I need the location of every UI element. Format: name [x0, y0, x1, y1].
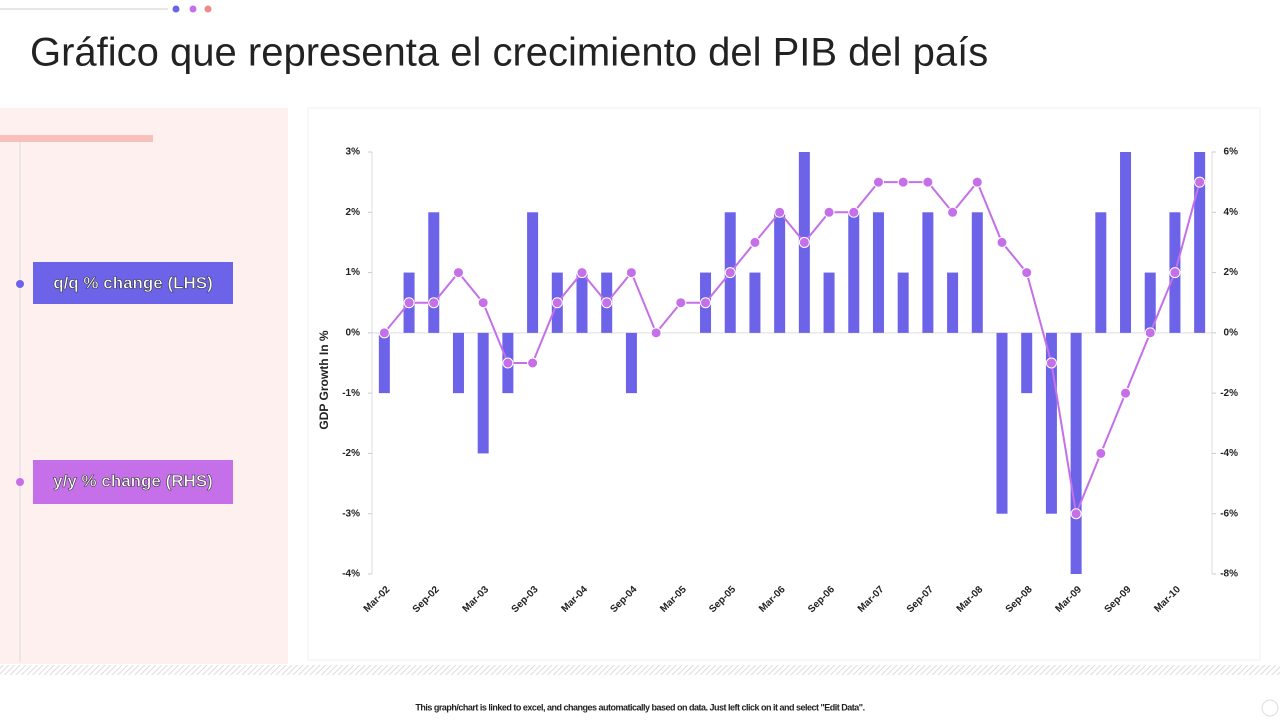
point: [1095, 447, 1107, 459]
y-tick-label: 3%: [346, 147, 361, 158]
y-axis-label: GDP Growth In %: [317, 330, 331, 429]
y-tick-label: -1%: [342, 388, 360, 399]
point: [601, 297, 613, 309]
legend-dot: [16, 478, 24, 486]
y2-tick-label: -2%: [1220, 388, 1238, 399]
point: [1169, 267, 1181, 279]
bar: [1095, 212, 1107, 333]
point: [996, 236, 1008, 248]
legend-box: [33, 262, 233, 304]
deco-dot: [172, 5, 180, 13]
point: [477, 297, 489, 309]
point: [971, 176, 983, 188]
bar: [527, 212, 539, 333]
point: [922, 176, 934, 188]
bar: [1021, 332, 1033, 394]
point: [675, 297, 687, 309]
point: [452, 267, 464, 279]
point: [798, 236, 810, 248]
y2-tick-label: -8%: [1220, 569, 1238, 580]
point: [1144, 327, 1156, 339]
y-tick-label: 2%: [346, 207, 361, 218]
bar: [872, 212, 884, 333]
line: [383, 180, 1201, 518]
corner-mark: [1261, 699, 1279, 717]
y2-tick-label: -4%: [1220, 448, 1238, 459]
footer-note: This graph/chart is linked to excel, and…: [415, 702, 864, 712]
bar: [1045, 332, 1057, 514]
point: [502, 357, 514, 369]
legend-label: q/q % change (LHS): [53, 273, 213, 292]
legend-box: [33, 460, 233, 504]
bar: [452, 332, 464, 394]
y-tick-label: -3%: [342, 508, 360, 519]
bar: [378, 332, 390, 394]
bar: [1194, 152, 1206, 333]
bar: [823, 272, 835, 333]
point: [823, 206, 835, 218]
point: [527, 357, 539, 369]
y-tick-label: -2%: [342, 448, 360, 459]
point: [428, 297, 440, 309]
y2-tick-label: 2%: [1224, 267, 1239, 278]
footer-strip: [0, 665, 1280, 675]
y-tick-label: 1%: [346, 267, 361, 278]
y2-tick-label: 4%: [1224, 207, 1239, 218]
legend-label: y/y % change (RHS): [53, 471, 213, 490]
bar: [625, 332, 637, 394]
bar: [897, 272, 909, 333]
point: [378, 327, 390, 339]
point: [576, 267, 588, 279]
bar: [1070, 332, 1082, 574]
bar: [576, 272, 588, 333]
point: [1021, 267, 1033, 279]
point: [749, 236, 761, 248]
bar: [749, 272, 761, 333]
point: [1120, 387, 1132, 399]
bar: [1120, 152, 1132, 333]
point: [700, 297, 712, 309]
point: [947, 206, 959, 218]
bar: [428, 212, 440, 333]
point: [403, 297, 415, 309]
point: [872, 176, 884, 188]
bar: [947, 272, 959, 333]
bar: [1144, 272, 1156, 333]
bar: [848, 212, 860, 333]
y2-tick-label: -6%: [1220, 508, 1238, 519]
point: [551, 297, 563, 309]
point: [625, 267, 637, 279]
side-accent: [0, 135, 153, 142]
point: [724, 267, 736, 279]
bar: [774, 212, 786, 333]
point: [897, 176, 909, 188]
chart-card: [307, 107, 1261, 661]
bar: [477, 332, 489, 454]
slide-title: Gráfico que representa el crecimiento de…: [30, 31, 988, 75]
y-tick-label: -4%: [342, 569, 360, 580]
point: [1194, 176, 1206, 188]
y2-tick-label: 0%: [1224, 327, 1239, 338]
point: [650, 327, 662, 339]
y2-tick-label: 6%: [1224, 147, 1239, 158]
side-panel: [0, 108, 288, 664]
point: [848, 206, 860, 218]
deco-dot: [189, 5, 197, 13]
bar: [971, 212, 983, 333]
bar: [922, 212, 934, 333]
point: [774, 206, 786, 218]
point: [1045, 357, 1057, 369]
point: [1070, 508, 1082, 520]
deco-dot: [204, 5, 212, 13]
legend-dot: [16, 280, 24, 288]
bar: [996, 332, 1008, 514]
y-tick-label: 0%: [346, 327, 361, 338]
